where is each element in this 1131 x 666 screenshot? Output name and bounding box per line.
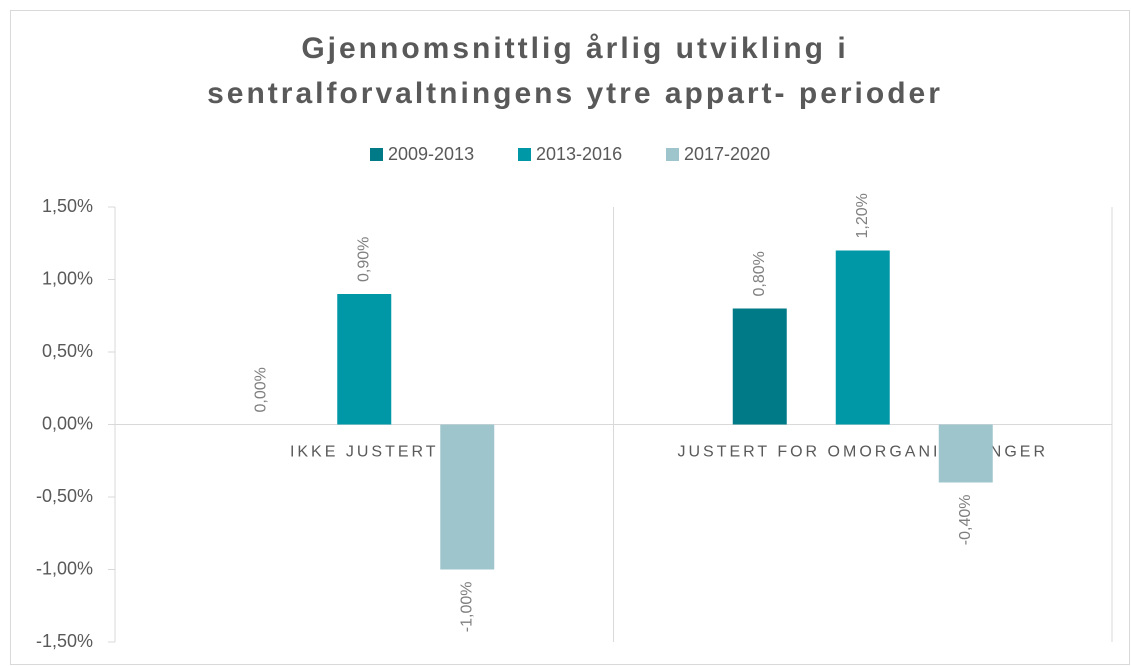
data-label: 1,20% <box>854 193 871 238</box>
data-label: 0,80% <box>751 251 768 296</box>
legend-swatch <box>518 148 531 161</box>
bar <box>337 294 392 425</box>
data-label: 0,00% <box>252 367 269 412</box>
y-tick-label: 1,00% <box>42 268 93 288</box>
chart-title: Gjennomsnittlig årlig utvikling i <box>301 32 848 65</box>
legend-label: 2009-2013 <box>388 144 474 164</box>
bar <box>732 308 787 425</box>
y-tick-label: 0,50% <box>42 341 93 361</box>
legend-swatch <box>370 148 383 161</box>
legend-swatch <box>666 148 679 161</box>
y-tick-label: 0,00% <box>42 413 93 433</box>
y-tick-label: 1,50% <box>42 196 93 216</box>
data-label: -0,40% <box>957 495 974 546</box>
x-tick-label: IKKE JUSTERT <box>290 444 439 461</box>
bar <box>938 424 993 483</box>
legend-label: 2017-2020 <box>684 144 770 164</box>
legend-label: 2013-2016 <box>536 144 622 164</box>
chart-border <box>10 10 1130 665</box>
bar <box>835 250 890 425</box>
y-tick-label: -1,50% <box>36 631 93 651</box>
y-tick-label: -0,50% <box>36 486 93 506</box>
data-label: 0,90% <box>355 237 372 282</box>
chart-title: sentralforvaltningens ytre appart- perio… <box>207 77 943 110</box>
data-label: -1,00% <box>458 582 475 633</box>
bar <box>440 424 495 570</box>
y-tick-label: -1,00% <box>36 558 93 578</box>
